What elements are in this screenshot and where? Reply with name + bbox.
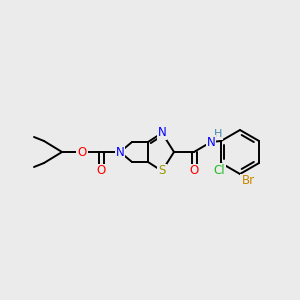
- Text: N: N: [116, 146, 124, 158]
- Text: O: O: [189, 164, 199, 178]
- Text: Cl: Cl: [213, 164, 225, 176]
- Text: N: N: [116, 146, 124, 158]
- Text: O: O: [77, 146, 87, 158]
- Text: S: S: [158, 164, 166, 178]
- Text: H: H: [214, 129, 222, 139]
- Text: N: N: [158, 127, 166, 140]
- Text: Br: Br: [242, 175, 255, 188]
- Text: N: N: [207, 136, 215, 148]
- Text: O: O: [96, 164, 106, 178]
